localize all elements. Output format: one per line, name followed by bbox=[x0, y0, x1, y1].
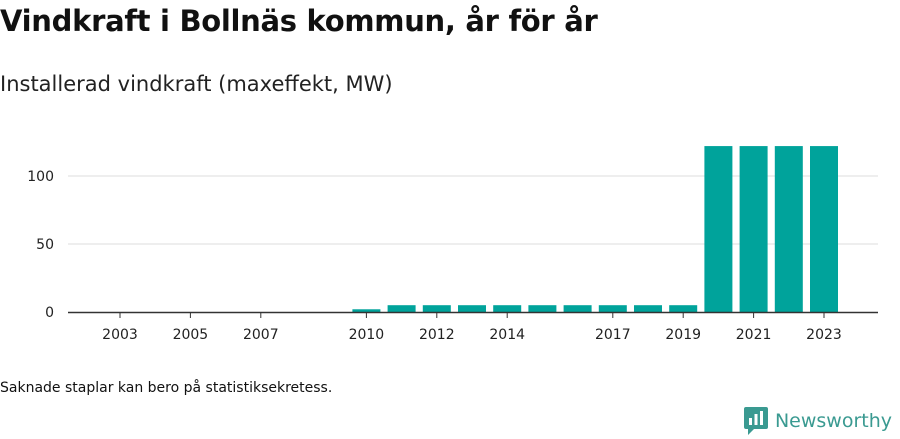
chart-title: Vindkraft i Bollnäs kommun, år för år bbox=[0, 4, 598, 38]
bar-2012[interactable] bbox=[422, 305, 451, 312]
x-tick-label: 2017 bbox=[595, 327, 631, 343]
bar-2011[interactable] bbox=[387, 305, 416, 312]
bar-2010[interactable] bbox=[352, 309, 381, 312]
bar-2016[interactable] bbox=[563, 305, 592, 312]
bar-2022[interactable] bbox=[774, 146, 803, 312]
x-axis-ticks: 2003 2005 2007 2010 2012 2014 2017 2019 2021 2023 bbox=[102, 312, 842, 343]
bar-2017[interactable] bbox=[598, 305, 627, 312]
brand-logo-link[interactable]: Newsworthy bbox=[743, 406, 892, 436]
y-tick-label: 100 bbox=[27, 169, 54, 185]
x-tick-label: 2005 bbox=[173, 327, 209, 343]
bar-2018[interactable] bbox=[634, 305, 662, 312]
x-tick-label: 2021 bbox=[736, 327, 772, 343]
bar-2021[interactable] bbox=[739, 146, 768, 312]
footnote: Saknade staplar kan bero på statistiksek… bbox=[0, 380, 333, 396]
bars bbox=[352, 146, 838, 312]
x-tick-label: 2003 bbox=[102, 327, 138, 343]
x-tick-label: 2007 bbox=[243, 327, 279, 343]
x-tick-label: 2012 bbox=[419, 327, 455, 343]
bar-2019[interactable] bbox=[669, 305, 698, 312]
x-tick-label: 2014 bbox=[489, 327, 525, 343]
newsworthy-logo-icon bbox=[743, 407, 768, 435]
x-tick-label: 2010 bbox=[349, 327, 385, 343]
y-tick-label: 0 bbox=[45, 305, 54, 321]
chart-subtitle: Installerad vindkraft (maxeffekt, MW) bbox=[0, 72, 393, 96]
bar-2013[interactable] bbox=[458, 305, 486, 312]
bar-2020[interactable] bbox=[704, 146, 733, 312]
bar-2023[interactable] bbox=[810, 146, 838, 312]
x-tick-label: 2023 bbox=[806, 327, 842, 343]
y-tick-label: 50 bbox=[36, 237, 54, 253]
brand-name: Newsworthy bbox=[774, 410, 892, 432]
bar-2015[interactable] bbox=[528, 305, 557, 312]
bar-2014[interactable] bbox=[493, 305, 522, 312]
x-tick-label: 2019 bbox=[665, 327, 701, 343]
y-axis-ticks: 0 50 100 bbox=[27, 169, 54, 321]
